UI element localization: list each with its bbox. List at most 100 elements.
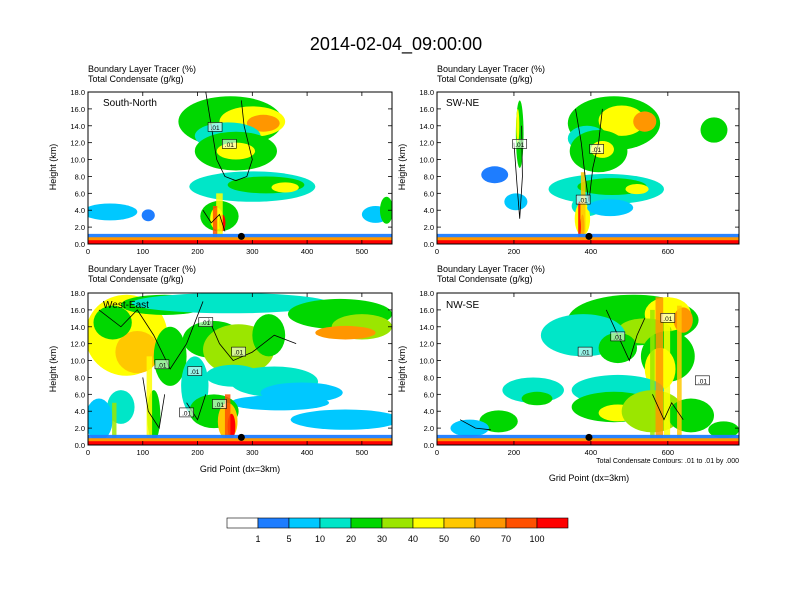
y-tick-label: 2.0 <box>424 424 434 433</box>
tracer-blob <box>290 409 392 430</box>
convective-tower <box>578 201 581 244</box>
y-tick-label: 6.0 <box>424 189 434 198</box>
x-tick-label: 300 <box>246 247 259 256</box>
colorbar-swatch <box>350 517 383 529</box>
condensate-contour <box>142 377 166 430</box>
y-tick-label: 10.0 <box>419 357 434 366</box>
tracer-blob <box>115 331 160 374</box>
convective-tower <box>212 206 218 244</box>
y-tick-label: 10.0 <box>419 156 434 165</box>
plot-area-sw-ne: .01 .01 .01 <box>436 91 740 245</box>
condensate-contour <box>652 394 684 421</box>
colorbar-label: 40 <box>408 534 418 544</box>
x-tick-label: 0 <box>435 448 439 457</box>
plot-frame <box>436 91 740 245</box>
x-tick-label: 300 <box>246 448 259 457</box>
x-tick-label: 200 <box>191 247 204 256</box>
tracer-field: .01 .01 .01 .01 <box>437 293 739 445</box>
convective-tower <box>146 356 153 445</box>
tracer-blob <box>587 199 634 217</box>
tracer-blob <box>598 105 645 136</box>
y-tick-label: 0.0 <box>424 240 434 249</box>
y-axis-label: Height (km) <box>397 346 407 393</box>
y-tick-label: 2.0 <box>75 424 85 433</box>
contour-label: .01 <box>212 399 227 409</box>
y-axis-label: Height (km) <box>48 346 58 393</box>
convective-tower <box>663 297 671 445</box>
contour-label-text: .01 <box>190 369 199 376</box>
panel-title-tracer: Boundary Layer Tracer (%) <box>437 64 545 74</box>
contour-label-text: .01 <box>215 402 224 409</box>
contour-label-text: .01 <box>698 378 707 385</box>
y-ticks-south-north: 0.0 2.0 4.0 6.0 8.0 10.0 12.0 14.0 16.0 18.0 <box>70 88 392 249</box>
panel-south-north: Boundary Layer Tracer (%) Total Condensa… <box>48 64 393 256</box>
plot-area-west-east: .01 .01 .01 .01 .01 .01 <box>87 292 393 446</box>
colorbar-label: 5 <box>286 534 291 544</box>
contour-label-text: .01 <box>663 316 672 323</box>
panel-title-condensate: Total Condensate (g/kg) <box>88 274 184 284</box>
colorbar-swatch <box>474 517 507 529</box>
panel-title-condensate: Total Condensate (g/kg) <box>437 274 533 284</box>
y-tick-label: 6.0 <box>75 390 85 399</box>
y-ticks-sw-ne: 0.0 2.0 4.0 6.0 8.0 10.0 12.0 14.0 16.0 18.0 <box>419 88 739 249</box>
x-tick-label: 500 <box>356 247 369 256</box>
contour-label: .01 <box>231 346 246 357</box>
y-tick-label: 10.0 <box>70 357 85 366</box>
contour-label: .01 <box>154 359 170 369</box>
tracer-blob <box>93 305 132 340</box>
colorbar-label: 50 <box>439 534 449 544</box>
contour-label: .01 <box>179 407 194 417</box>
y-tick-label: 0.0 <box>75 441 85 450</box>
x-tick-label: 200 <box>191 448 204 457</box>
contour-label-text: .01 <box>225 142 234 149</box>
condensate-contour <box>205 92 253 182</box>
y-tick-label: 18.0 <box>419 289 434 298</box>
plot-area-nw-se: .01 .01 .01 .01 <box>436 292 740 446</box>
colorbar-label: 20 <box>346 534 356 544</box>
y-tick-label: 14.0 <box>419 122 434 131</box>
contour-label: .01 <box>187 366 203 376</box>
colorbar-label: 70 <box>501 534 511 544</box>
condensate-contour <box>459 419 491 431</box>
panel-label-west-east: West-East <box>103 300 149 311</box>
x-tick-label: 600 <box>662 247 675 256</box>
colorbar-swatch <box>319 517 352 529</box>
x-tick-label: 100 <box>137 448 150 457</box>
colorbar-label: 10 <box>315 534 325 544</box>
tracer-blob <box>153 326 187 386</box>
tracer-blob <box>504 193 528 211</box>
y-tick-label: 18.0 <box>70 289 85 298</box>
tracer-blob <box>667 398 714 433</box>
x-tick-label: 400 <box>585 247 598 256</box>
contour-label: .01 <box>589 144 604 154</box>
figure-title: 2014-02-04_09:00:00 <box>310 34 482 55</box>
y-tick-label: 18.0 <box>70 88 85 97</box>
tracer-blob <box>252 314 286 357</box>
site-marker <box>585 433 593 441</box>
colorbar-label: 60 <box>470 534 480 544</box>
boundary-layer-band <box>88 240 392 244</box>
x-tick-label: 200 <box>508 247 521 256</box>
x-axis-label: Grid Point (dx=3km) <box>200 464 280 474</box>
convective-tower <box>112 402 117 445</box>
y-tick-label: 14.0 <box>419 323 434 332</box>
tracer-blob <box>481 166 509 184</box>
condensate-contour <box>605 309 646 362</box>
tracer-blob <box>88 203 138 221</box>
boundary-layer-band <box>88 441 392 445</box>
x-tick-label: 400 <box>301 247 314 256</box>
contour-label: .01 <box>198 317 214 327</box>
contour-label-text: .01 <box>579 198 588 205</box>
panel-title-condensate: Total Condensate (g/kg) <box>88 74 184 84</box>
colorbar-label: 1 <box>255 534 260 544</box>
tracer-blob <box>516 108 520 143</box>
x-ticks-nw-se: 0 200 400 600 <box>435 293 674 457</box>
y-tick-label: 0.0 <box>424 441 434 450</box>
y-tick-label: 0.0 <box>75 240 85 249</box>
x-tick-label: 0 <box>86 247 90 256</box>
colorbar-label: 100 <box>529 534 544 544</box>
contour-label: .01 <box>512 139 528 149</box>
tracer-blob <box>479 410 518 433</box>
colorbar-swatch <box>257 517 290 529</box>
